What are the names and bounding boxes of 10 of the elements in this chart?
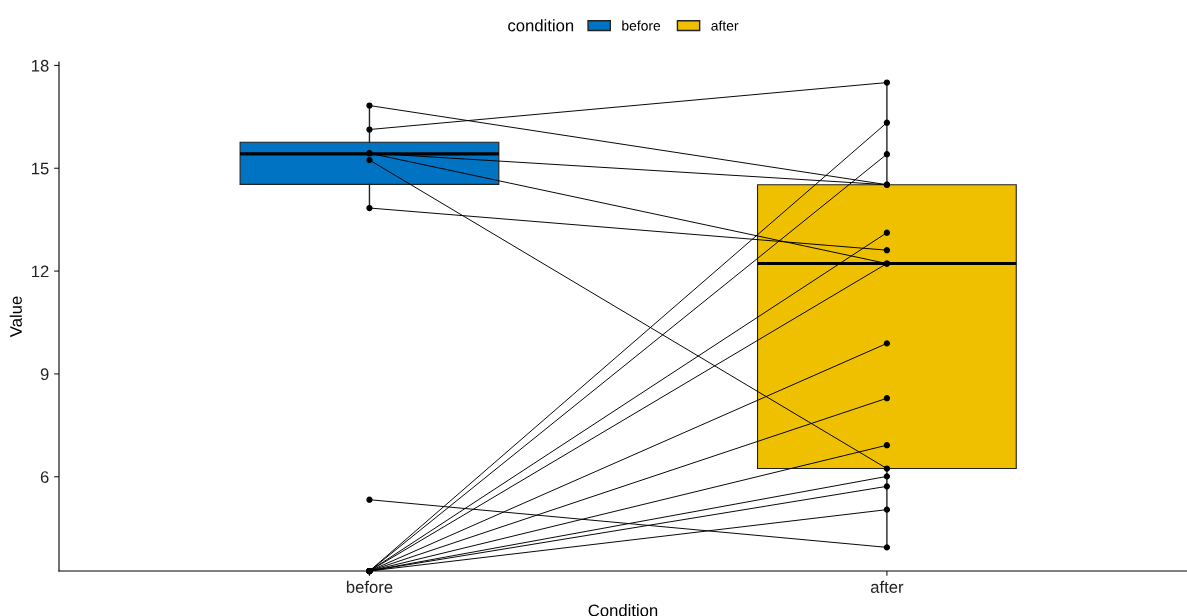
legend-title: condition [508,19,574,32]
y-tick-label: 12 [32,265,49,278]
y-tick-label: 6 [40,471,49,483]
y-tick-label: 18 [32,59,49,72]
y-tick-label: 15 [32,162,49,175]
legend-label: before [622,20,661,31]
legend-label: after [711,20,739,31]
x-axis-title: Condition [588,604,658,616]
y-tick-label: 9 [40,368,49,381]
y-axis-title: Value [9,296,22,338]
